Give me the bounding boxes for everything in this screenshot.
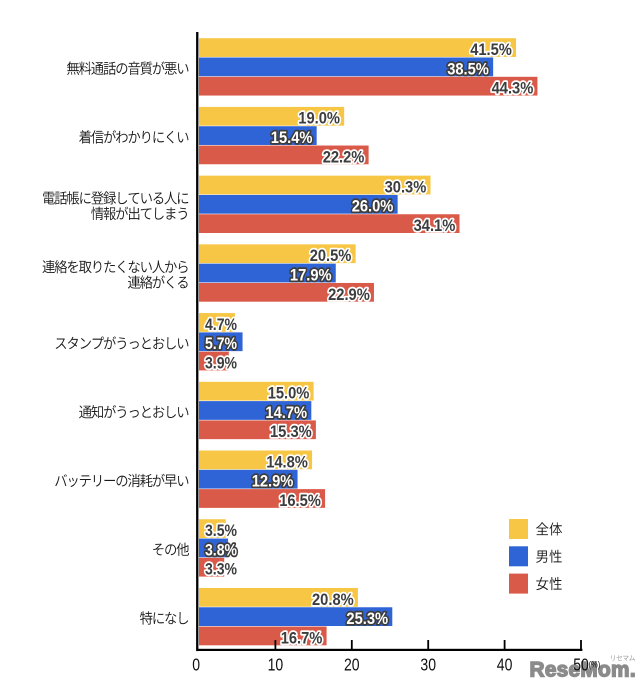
svg-text:3.3%: 3.3% xyxy=(205,560,237,579)
svg-text:25.3%: 25.3% xyxy=(346,609,388,628)
svg-text:(%): (%) xyxy=(589,659,601,670)
svg-text:40: 40 xyxy=(497,655,513,675)
svg-text:16.5%: 16.5% xyxy=(279,491,321,510)
svg-text:16.7%: 16.7% xyxy=(281,628,323,647)
svg-text:14.7%: 14.7% xyxy=(265,403,307,422)
svg-text:50: 50 xyxy=(573,655,589,675)
svg-text:10: 10 xyxy=(268,655,284,675)
svg-text:5.7%: 5.7% xyxy=(205,334,237,353)
svg-text:30: 30 xyxy=(420,655,436,675)
svg-text:15.4%: 15.4% xyxy=(271,128,313,147)
svg-text:19.0%: 19.0% xyxy=(298,109,340,128)
svg-text:4.7%: 4.7% xyxy=(205,315,237,334)
svg-text:22.9%: 22.9% xyxy=(328,285,370,304)
svg-text:17.9%: 17.9% xyxy=(290,265,332,284)
svg-text:30.3%: 30.3% xyxy=(385,177,427,196)
svg-text:20: 20 xyxy=(344,655,360,675)
svg-text:14.8%: 14.8% xyxy=(266,452,308,471)
svg-text:ReseMom.: ReseMom. xyxy=(530,658,636,681)
svg-text:44.3%: 44.3% xyxy=(492,79,534,98)
svg-text:15.3%: 15.3% xyxy=(270,422,312,441)
svg-text:12.9%: 12.9% xyxy=(252,472,294,491)
svg-text:38.5%: 38.5% xyxy=(447,59,489,78)
svg-text:20.5%: 20.5% xyxy=(310,246,352,265)
svg-text:22.2%: 22.2% xyxy=(323,147,365,166)
svg-text:34.1%: 34.1% xyxy=(414,216,456,235)
svg-text:3.5%: 3.5% xyxy=(205,521,237,540)
svg-text:15.0%: 15.0% xyxy=(268,384,310,403)
svg-text:0: 0 xyxy=(192,655,200,675)
svg-text:3.9%: 3.9% xyxy=(205,353,237,372)
svg-text:20.8%: 20.8% xyxy=(312,590,354,609)
svg-text:41.5%: 41.5% xyxy=(470,40,512,59)
svg-text:3.8%: 3.8% xyxy=(205,540,237,559)
svg-text:26.0%: 26.0% xyxy=(352,197,394,216)
